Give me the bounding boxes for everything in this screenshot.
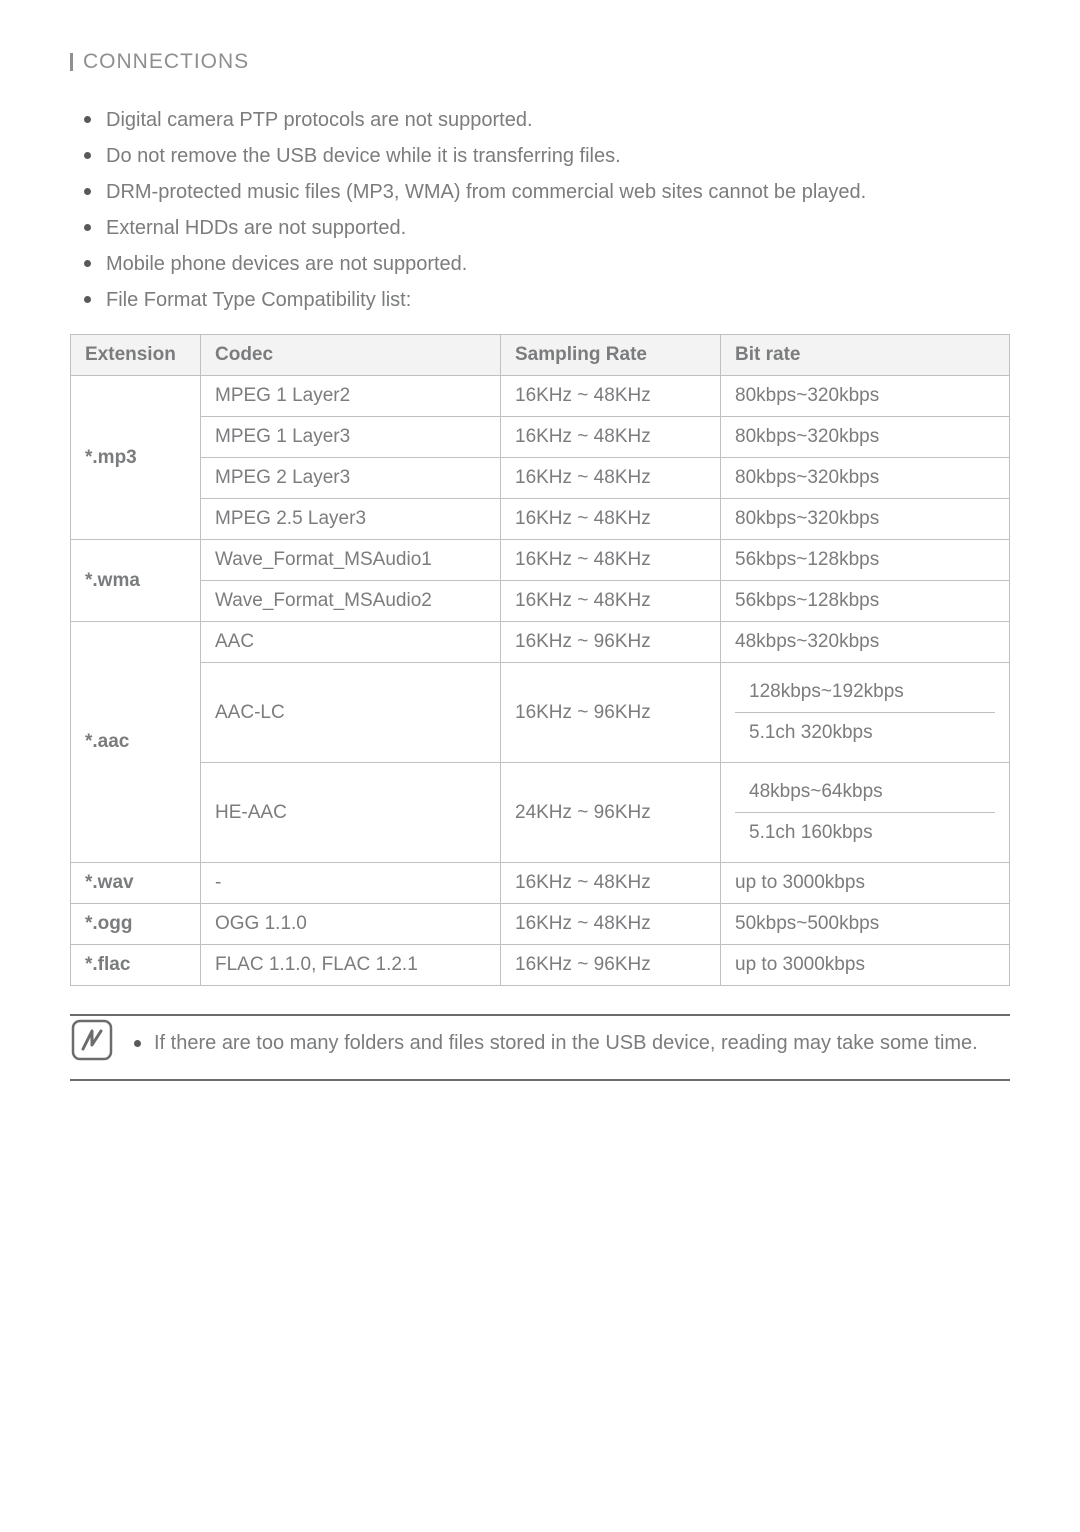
cell-rate: 16KHz ~ 48KHz <box>501 376 721 417</box>
cell-ext: *.mp3 <box>71 376 201 540</box>
table-row: *.flac FLAC 1.1.0, FLAC 1.2.1 16KHz ~ 96… <box>71 945 1010 986</box>
cell-bit: 80kbps~320kbps <box>721 499 1010 540</box>
table-row: MPEG 1 Layer3 16KHz ~ 48KHz 80kbps~320kb… <box>71 417 1010 458</box>
cell-codec: AAC <box>201 622 501 663</box>
note-icon <box>70 1018 114 1067</box>
list-item: File Format Type Compatibility list: <box>78 282 1010 318</box>
cell-bit-sub: 48kbps~64kbps <box>735 772 995 812</box>
cell-codec: Wave_Format_MSAudio1 <box>201 540 501 581</box>
cell-bit-sub: 5.1ch 320kbps <box>735 712 995 753</box>
table-row: *.wma Wave_Format_MSAudio1 16KHz ~ 48KHz… <box>71 540 1010 581</box>
table-row: MPEG 2 Layer3 16KHz ~ 48KHz 80kbps~320kb… <box>71 458 1010 499</box>
list-item: Mobile phone devices are not supported. <box>78 246 1010 282</box>
cell-rate: 16KHz ~ 48KHz <box>501 458 721 499</box>
list-item: Do not remove the USB device while it is… <box>78 138 1010 174</box>
cell-rate: 16KHz ~ 48KHz <box>501 417 721 458</box>
col-bit-rate: Bit rate <box>721 335 1010 376</box>
cell-bit: 56kbps~128kbps <box>721 540 1010 581</box>
cell-codec: MPEG 1 Layer3 <box>201 417 501 458</box>
cell-codec: MPEG 2.5 Layer3 <box>201 499 501 540</box>
cell-codec: HE-AAC <box>201 763 501 863</box>
cell-rate: 16KHz ~ 96KHz <box>501 663 721 763</box>
cell-rate: 16KHz ~ 48KHz <box>501 904 721 945</box>
cell-rate: 16KHz ~ 48KHz <box>501 540 721 581</box>
cell-codec: Wave_Format_MSAudio2 <box>201 581 501 622</box>
table-row: MPEG 2.5 Layer3 16KHz ~ 48KHz 80kbps~320… <box>71 499 1010 540</box>
cell-codec: MPEG 2 Layer3 <box>201 458 501 499</box>
cell-bit: 48kbps~64kbps 5.1ch 160kbps <box>721 763 1010 863</box>
cell-codec: - <box>201 863 501 904</box>
cell-rate: 16KHz ~ 48KHz <box>501 863 721 904</box>
cell-bit-sub: 128kbps~192kbps <box>735 672 995 712</box>
cell-ext: *.wav <box>71 863 201 904</box>
cell-bit: 80kbps~320kbps <box>721 376 1010 417</box>
table-row: *.wav - 16KHz ~ 48KHz up to 3000kbps <box>71 863 1010 904</box>
table-row: Wave_Format_MSAudio2 16KHz ~ 48KHz 56kbp… <box>71 581 1010 622</box>
cell-codec: AAC-LC <box>201 663 501 763</box>
cell-ext: *.ogg <box>71 904 201 945</box>
cell-bit: 128kbps~192kbps 5.1ch 320kbps <box>721 663 1010 763</box>
compatibility-table: Extension Codec Sampling Rate Bit rate *… <box>70 334 1010 986</box>
list-item: DRM-protected music files (MP3, WMA) fro… <box>78 174 1010 210</box>
cell-rate: 24KHz ~ 96KHz <box>501 763 721 863</box>
cell-bit: 80kbps~320kbps <box>721 458 1010 499</box>
cell-rate: 16KHz ~ 96KHz <box>501 622 721 663</box>
table-row: HE-AAC 24KHz ~ 96KHz 48kbps~64kbps 5.1ch… <box>71 763 1010 863</box>
cell-bit: 80kbps~320kbps <box>721 417 1010 458</box>
table-header-row: Extension Codec Sampling Rate Bit rate <box>71 335 1010 376</box>
list-item: Digital camera PTP protocols are not sup… <box>78 102 1010 138</box>
cell-ext: *.wma <box>71 540 201 622</box>
note-text: If there are too many folders and files … <box>134 1028 1010 1055</box>
section-title: CONNECTIONS <box>83 50 249 74</box>
cell-ext: *.flac <box>71 945 201 986</box>
cell-bit: up to 3000kbps <box>721 863 1010 904</box>
table-row: *.ogg OGG 1.1.0 16KHz ~ 48KHz 50kbps~500… <box>71 904 1010 945</box>
cell-ext: *.aac <box>71 622 201 863</box>
cell-rate: 16KHz ~ 96KHz <box>501 945 721 986</box>
note-box: If there are too many folders and files … <box>70 1014 1010 1081</box>
cell-bit: 50kbps~500kbps <box>721 904 1010 945</box>
col-extension: Extension <box>71 335 201 376</box>
col-sampling-rate: Sampling Rate <box>501 335 721 376</box>
cell-rate: 16KHz ~ 48KHz <box>501 581 721 622</box>
col-codec: Codec <box>201 335 501 376</box>
section-bar-icon <box>70 53 73 71</box>
cell-codec: MPEG 1 Layer2 <box>201 376 501 417</box>
cell-bit: 48kbps~320kbps <box>721 622 1010 663</box>
table-row: AAC-LC 16KHz ~ 96KHz 128kbps~192kbps 5.1… <box>71 663 1010 763</box>
section-header: CONNECTIONS <box>70 50 1010 74</box>
cell-bit: 56kbps~128kbps <box>721 581 1010 622</box>
cell-codec: OGG 1.1.0 <box>201 904 501 945</box>
table-row: *.mp3 MPEG 1 Layer2 16KHz ~ 48KHz 80kbps… <box>71 376 1010 417</box>
cell-bit: up to 3000kbps <box>721 945 1010 986</box>
bullet-list: Digital camera PTP protocols are not sup… <box>70 102 1010 318</box>
cell-codec: FLAC 1.1.0, FLAC 1.2.1 <box>201 945 501 986</box>
table-row: *.aac AAC 16KHz ~ 96KHz 48kbps~320kbps <box>71 622 1010 663</box>
list-item: External HDDs are not supported. <box>78 210 1010 246</box>
cell-bit-sub: 5.1ch 160kbps <box>735 812 995 853</box>
cell-rate: 16KHz ~ 48KHz <box>501 499 721 540</box>
